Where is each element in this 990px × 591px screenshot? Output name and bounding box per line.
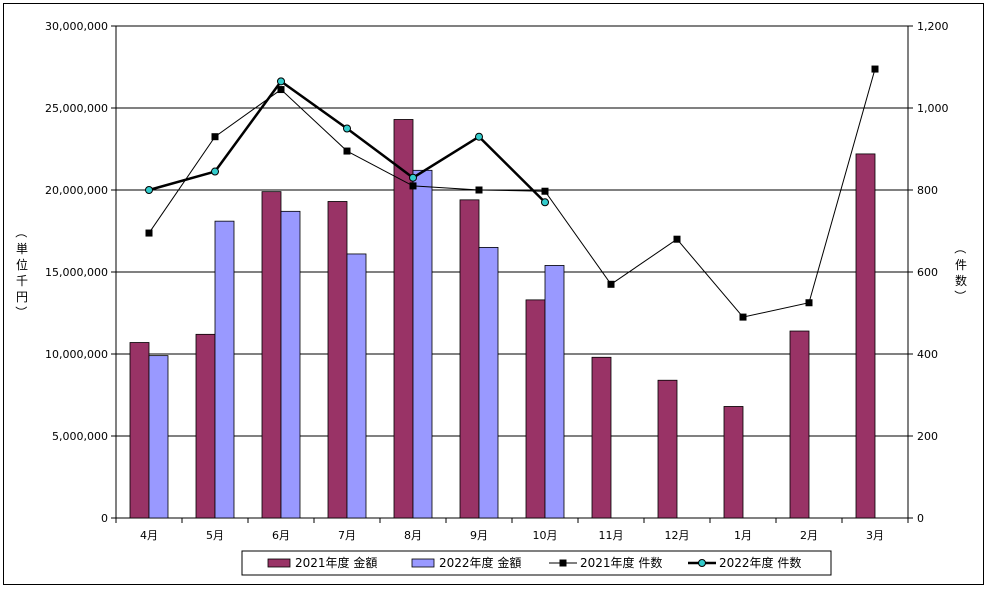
axis-title-char: 単 (16, 242, 28, 256)
x-tick-label: 1月 (734, 529, 752, 542)
axis-title-char: ） (14, 306, 28, 318)
x-tick-label: 7月 (338, 529, 356, 542)
data-point (673, 235, 681, 243)
right-tick-label: 0 (917, 512, 924, 525)
axis-title-char: （ (14, 226, 28, 238)
x-tick-label: 3月 (866, 529, 884, 542)
data-point (409, 173, 417, 182)
bar (195, 333, 216, 519)
bar (478, 246, 499, 519)
data-point (541, 187, 549, 195)
data-point (343, 124, 351, 133)
legend-marker (698, 559, 706, 567)
bar (855, 153, 876, 519)
data-point (277, 86, 285, 94)
x-tick-label: 11月 (599, 529, 624, 542)
legend-box (241, 550, 832, 576)
bar (148, 355, 169, 519)
bar (789, 330, 810, 519)
axis-title-char: 数 (955, 273, 967, 288)
x-axis: 4月 5月 6月 7月 8月 9月 10月 11月 12月 1月 2月 3月 (115, 518, 909, 542)
left-tick-label: 30,000,000 (45, 20, 108, 33)
left-tick-label: 20,000,000 (45, 184, 108, 197)
x-tick-label: 9月 (470, 529, 488, 542)
series-line (148, 68, 876, 318)
left-tick-label: 25,000,000 (45, 102, 108, 115)
bar (346, 253, 367, 519)
data-point (607, 280, 615, 288)
x-tick-label: 12月 (665, 529, 690, 542)
x-tick-label: 2月 (800, 529, 818, 542)
legend-swatch (411, 558, 435, 568)
x-tick-label: 10月 (533, 529, 558, 542)
data-point (805, 299, 813, 307)
axis-title-char: 件 (955, 258, 967, 272)
data-point (475, 132, 483, 141)
axis-title-char: （ (953, 242, 967, 254)
data-point (343, 147, 351, 155)
bars (129, 119, 876, 519)
legend-label: 2021年度 件数 (580, 555, 662, 570)
bar (657, 379, 678, 519)
axis-title-char: ） (953, 290, 967, 302)
x-tick-label: 4月 (140, 529, 158, 542)
legend-swatch (267, 558, 291, 568)
lines (145, 65, 879, 321)
data-point (277, 77, 285, 86)
left-tick-label: 0 (101, 512, 108, 525)
data-point (211, 167, 219, 176)
right-tick-label: 600 (917, 266, 938, 279)
data-point (211, 133, 219, 141)
bar (459, 199, 480, 519)
bar (129, 342, 150, 519)
data-point (739, 313, 747, 321)
data-point (145, 186, 153, 194)
right-tick-label: 800 (917, 184, 938, 197)
gridlines (115, 25, 909, 519)
data-point (541, 198, 549, 207)
axis-title-char: 千 (16, 274, 28, 288)
bar (261, 191, 282, 519)
bar (591, 356, 612, 519)
right-tick-label: 400 (917, 348, 938, 361)
x-tick-label: 5月 (206, 529, 224, 542)
axis-title-char: 円 (16, 290, 28, 304)
data-point (409, 182, 417, 190)
right-axis: 0 200 400 600 800 1,000 1,200 (908, 20, 949, 525)
bar (280, 210, 301, 519)
bar (525, 299, 546, 519)
data-point (145, 229, 153, 237)
left-tick-label: 10,000,000 (45, 348, 108, 361)
bar (544, 265, 565, 519)
legend-label: 2021年度 金額 (295, 555, 377, 570)
data-point (475, 186, 483, 194)
legend: 2021年度 金額 2022年度 金額 2021年度 件数 2022年度 件数 (241, 550, 832, 576)
x-tick-label: 8月 (404, 529, 422, 542)
legend-marker (559, 559, 567, 567)
bar (214, 220, 235, 519)
left-tick-label: 15,000,000 (45, 266, 108, 279)
right-tick-label: 1,000 (917, 102, 949, 115)
legend-label: 2022年度 金額 (439, 555, 521, 570)
data-point (871, 65, 879, 73)
bar (327, 201, 348, 519)
x-tick-label: 6月 (272, 529, 290, 542)
left-tick-label: 5,000,000 (52, 430, 108, 443)
right-tick-label: 1,200 (917, 20, 949, 33)
bar (412, 169, 433, 519)
right-tick-label: 200 (917, 430, 938, 443)
legend-label: 2022年度 件数 (719, 555, 801, 570)
bar (723, 406, 744, 519)
series-line (148, 79, 546, 204)
left-axis: 0 5,000,000 10,000,000 15,000,000 20,000,000… (45, 20, 116, 525)
axis-title-char: 位 (16, 257, 28, 272)
